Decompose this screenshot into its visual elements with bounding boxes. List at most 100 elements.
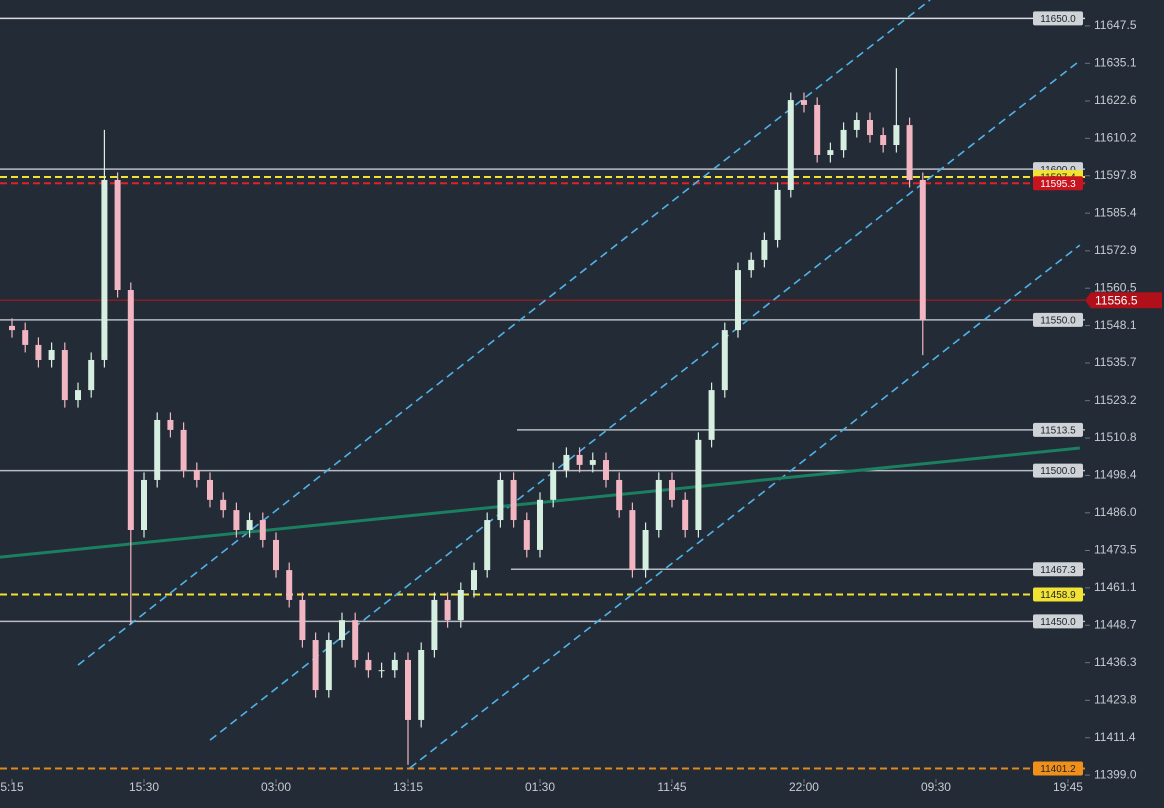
candle-body bbox=[655, 479, 662, 530]
candle-body bbox=[470, 570, 477, 590]
candle-body bbox=[457, 589, 464, 621]
trendline bbox=[409, 244, 1081, 769]
x-tick-label: 09:30 bbox=[921, 780, 951, 794]
candles bbox=[9, 68, 926, 765]
y-tick-label: 11647.5 bbox=[1094, 18, 1137, 32]
candle-body bbox=[748, 259, 755, 271]
candle-body bbox=[668, 479, 675, 500]
candle-body bbox=[220, 499, 227, 511]
y-tick-label: 11585.4 bbox=[1094, 205, 1137, 219]
candle-body bbox=[404, 659, 411, 720]
candle-body bbox=[22, 330, 29, 345]
candle-body bbox=[9, 325, 16, 331]
level-tags: 11650.011600.011597.411595.311556.511550… bbox=[1033, 11, 1162, 776]
x-tick-label: 15:30 bbox=[129, 780, 159, 794]
levels bbox=[0, 17, 1085, 770]
candle-body bbox=[273, 539, 280, 571]
candle-body bbox=[523, 520, 530, 550]
candle-body bbox=[88, 359, 95, 391]
y-tick-label: 11610.2 bbox=[1094, 131, 1137, 145]
level-tag bbox=[1033, 176, 1083, 191]
y-tick-label: 11622.6 bbox=[1094, 93, 1137, 107]
level-tag bbox=[1033, 312, 1083, 327]
candle-body bbox=[840, 129, 847, 151]
candle-body bbox=[906, 125, 913, 180]
candle-body bbox=[761, 239, 768, 260]
x-tick-label: 11:45 bbox=[657, 780, 686, 794]
level-tag bbox=[1033, 422, 1083, 437]
candle-body bbox=[61, 350, 68, 401]
candle-body bbox=[484, 520, 491, 571]
candle-body bbox=[880, 135, 887, 146]
candle-body bbox=[141, 479, 148, 530]
y-tick-label: 11535.7 bbox=[1094, 355, 1137, 369]
level-tag bbox=[1033, 463, 1083, 478]
y-tick-label: 11635.1 bbox=[1094, 55, 1137, 69]
candle-body bbox=[365, 659, 372, 671]
candle-body bbox=[919, 179, 926, 321]
candle-body bbox=[682, 499, 689, 530]
y-tick-label: 11486.0 bbox=[1094, 505, 1137, 519]
y-tick-label: 11399.0 bbox=[1094, 767, 1137, 781]
candle-body bbox=[180, 429, 187, 471]
candle-body bbox=[827, 150, 834, 155]
candle-body bbox=[550, 470, 557, 500]
candle-body bbox=[695, 439, 702, 530]
x-tick-label: 13:15 bbox=[393, 780, 423, 794]
level-tag bbox=[1033, 614, 1083, 629]
candle-body bbox=[286, 570, 293, 600]
candle-body bbox=[536, 499, 543, 550]
x-tick-label: 19:45 bbox=[1053, 780, 1083, 794]
level-tag-label: 11458.9 bbox=[1040, 590, 1076, 601]
y-tick-label: 11560.5 bbox=[1094, 280, 1137, 294]
x-tick-label: 01:30 bbox=[525, 780, 555, 794]
candle-body bbox=[893, 125, 900, 146]
candle-body bbox=[114, 179, 121, 291]
candle-body bbox=[497, 479, 504, 521]
candle-body bbox=[444, 599, 451, 621]
y-tick-label: 11461.1 bbox=[1094, 580, 1137, 594]
level-tag-label: 11550.0 bbox=[1040, 316, 1076, 327]
candle-body bbox=[391, 659, 398, 671]
x-tick-label: 03:00 bbox=[261, 780, 291, 794]
y-tick-label: 11436.3 bbox=[1094, 655, 1137, 669]
candle-body bbox=[708, 390, 715, 440]
candle-body bbox=[510, 479, 517, 521]
y-tick-label: 11473.5 bbox=[1094, 543, 1137, 557]
candle-body bbox=[589, 460, 596, 465]
level-tag-label: 11500.0 bbox=[1040, 466, 1076, 477]
candle-body bbox=[299, 599, 306, 641]
y-tick-label: 11548.1 bbox=[1094, 318, 1137, 332]
candle-body bbox=[378, 670, 385, 672]
level-tag bbox=[1033, 11, 1083, 26]
price-tag-label: 11556.5 bbox=[1095, 293, 1138, 307]
candle-body bbox=[48, 350, 55, 360]
level-tag-label: 11401.2 bbox=[1040, 764, 1076, 775]
y-tick-label: 11411.4 bbox=[1094, 730, 1136, 744]
y-tick-label: 11572.9 bbox=[1094, 243, 1137, 257]
candle-body bbox=[259, 520, 266, 540]
candle-body bbox=[246, 520, 253, 530]
candle-body bbox=[563, 454, 570, 471]
candle-body bbox=[101, 179, 108, 360]
candle-body bbox=[721, 330, 728, 391]
candle-body bbox=[233, 510, 240, 530]
candle-body bbox=[616, 479, 623, 511]
candle-body bbox=[576, 454, 583, 465]
candle-body bbox=[207, 479, 214, 500]
candle-body bbox=[734, 270, 741, 331]
candle-body bbox=[774, 189, 781, 240]
candle-body bbox=[431, 599, 438, 650]
level-tag bbox=[1033, 562, 1083, 577]
price-tag bbox=[1085, 292, 1162, 309]
candle-body bbox=[154, 419, 161, 480]
candle-body bbox=[167, 419, 174, 430]
candle-body bbox=[642, 530, 649, 571]
y-tick-label: 11510.8 bbox=[1094, 430, 1137, 444]
level-tag-label: 11513.5 bbox=[1040, 426, 1076, 437]
level-tag bbox=[1033, 587, 1083, 602]
level-tag-label: 11650.0 bbox=[1040, 14, 1076, 25]
